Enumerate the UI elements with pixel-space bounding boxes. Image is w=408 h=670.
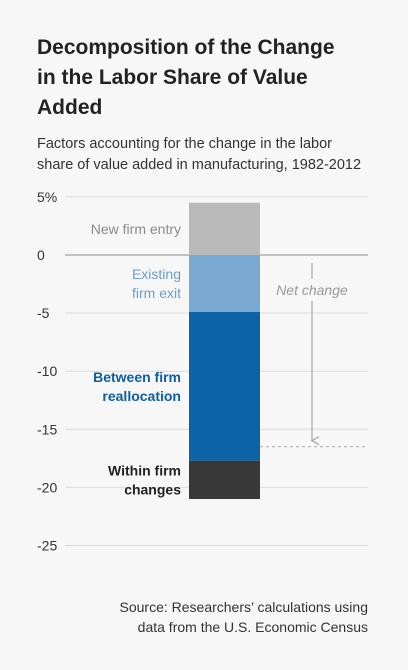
net-change-label-backing (276, 278, 348, 301)
chart-subtitle: Factors accounting for the change in the… (37, 134, 382, 176)
y-tick-label: -10 (37, 363, 57, 379)
chart-title-line-2: in the Labor Share of Value Added (37, 66, 308, 119)
y-axis-tick-labels: 5% 0 -5 -10 -15 -20 -25 (37, 189, 57, 554)
y-tick-label: -5 (37, 305, 50, 321)
segment-label-existing-firm-exit: Existing (132, 266, 181, 282)
net-change-annotation: Net change (260, 263, 368, 448)
segment-label-within-firm-changes: Within firm (108, 462, 181, 478)
net-change-label: Net change (276, 282, 348, 298)
bar-segments (189, 202, 260, 500)
y-tick-label: -15 (37, 421, 57, 437)
bar-segment-within-firm-changes (189, 460, 260, 500)
segment-label-between-firm-reallocation: Between firm (93, 369, 181, 385)
segment-label-existing-firm-exit: firm exit (132, 285, 181, 301)
y-tick-label: -25 (37, 538, 57, 554)
y-tick-label: -20 (37, 479, 57, 495)
segment-label-new-firm-entry: New firm entry (91, 221, 181, 237)
chart-title-line-1: Decomposition of the Change (37, 36, 335, 59)
source-note: Source: Researchers’ calculations using … (60, 597, 369, 637)
segment-label-between-firm-reallocation: reallocation (102, 388, 181, 404)
chart-subtitle-line-2: share of value added in manufacturing, 1… (37, 157, 362, 173)
source-line-2: data from the U.S. Economic Census (137, 619, 368, 635)
bar-segment-between-firm-reallocation (189, 311, 260, 461)
y-tick-label: 0 (37, 247, 45, 263)
y-tick-label: 5% (37, 189, 57, 205)
chart-title: Decomposition of the Change in the Labor… (37, 33, 377, 123)
segment-label-within-firm-changes: changes (124, 481, 181, 497)
segment-labels: New firm entry Existing firm exit Between f… (91, 221, 181, 497)
bar-segment-new-firm-entry (189, 202, 260, 255)
bar-segment-existing-firm-exit (189, 255, 260, 312)
source-line-1: Source: Researchers’ calculations using (119, 599, 369, 615)
chart-subtitle-line-1: Factors accounting for the change in the… (37, 136, 333, 152)
